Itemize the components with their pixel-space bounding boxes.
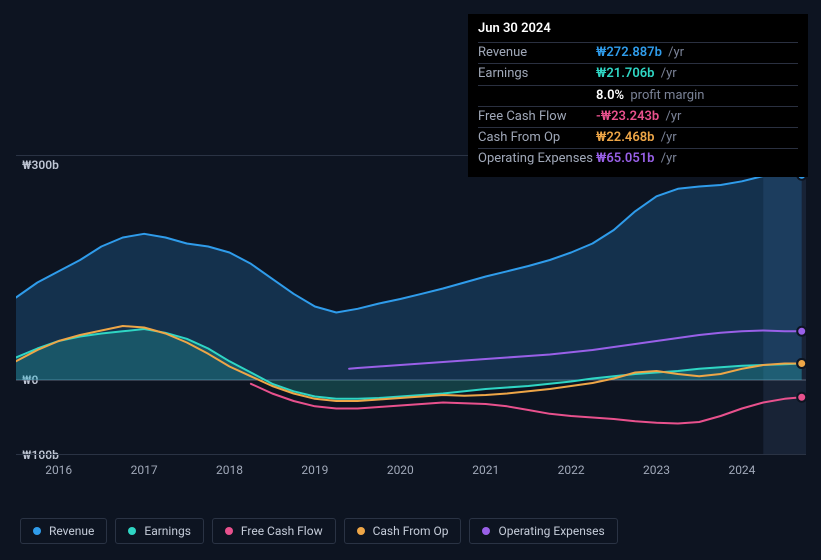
tooltip-label: Revenue — [478, 44, 596, 62]
tooltip-value: ₩272.887b — [596, 45, 662, 60]
legend-dot-icon — [128, 527, 136, 535]
tooltip-label: Earnings — [478, 65, 596, 83]
legend-dot-icon — [225, 527, 233, 535]
x-tick-label: 2022 — [558, 463, 585, 477]
tooltip-value: ₩65.051b — [596, 151, 654, 166]
tooltip-value: ₩22.468b — [596, 130, 654, 145]
tooltip-unit: /yr — [662, 109, 681, 124]
tooltip-date: Jun 30 2024 — [478, 20, 798, 42]
x-axis: 2016 2017 2018 2019 2020 2021 2022 2023 2024 — [16, 463, 806, 481]
x-tick-label: 2021 — [472, 463, 499, 477]
legend-label: Cash From Op — [373, 524, 449, 538]
tooltip-row: Free Cash Flow-₩23.243b /yr — [478, 106, 798, 127]
tooltip-row: Cash From Op₩22.468b /yr — [478, 127, 798, 148]
tooltip-value: ₩21.706b — [596, 66, 654, 81]
tooltip-label: Free Cash Flow — [478, 108, 596, 126]
chart-tooltip: Jun 30 2024 Revenue₩272.887b /yrEarnings… — [468, 14, 808, 177]
legend-item-opex[interactable]: Operating Expenses — [469, 518, 617, 544]
x-tick-label: 2019 — [301, 463, 328, 477]
tooltip-row: Operating Expenses₩65.051b /yr — [478, 148, 798, 169]
tooltip-row: Revenue₩272.887b /yr — [478, 42, 798, 63]
legend-item-revenue[interactable]: Revenue — [20, 518, 107, 544]
x-tick-label: 2020 — [387, 463, 414, 477]
x-tick-label: 2023 — [643, 463, 670, 477]
legend-label: Earnings — [144, 524, 191, 538]
legend-label: Revenue — [49, 524, 94, 538]
legend-item-fcf[interactable]: Free Cash Flow — [212, 518, 336, 544]
legend-item-cfo[interactable]: Cash From Op — [344, 518, 462, 544]
tooltip-unit: /yr — [657, 66, 676, 81]
tooltip-value: -₩23.243b — [596, 109, 659, 124]
tooltip-unit: /yr — [665, 45, 684, 60]
chart-container: Jun 30 2024 Revenue₩272.887b /yrEarnings… — [0, 0, 821, 560]
tooltip-value: 8.0% — [596, 88, 624, 103]
tooltip-label: Cash From Op — [478, 129, 596, 147]
tooltip-label: Operating Expenses — [478, 150, 596, 168]
tooltip-unit: /yr — [657, 130, 676, 145]
tooltip-unit: profit margin — [627, 88, 704, 103]
tooltip-label — [478, 87, 596, 105]
legend-dot-icon — [33, 527, 41, 535]
x-tick-label: 2018 — [216, 463, 243, 477]
legend-label: Operating Expenses — [498, 524, 604, 538]
x-tick-label: 2017 — [131, 463, 158, 477]
legend-dot-icon — [482, 527, 490, 535]
legend-dot-icon — [357, 527, 365, 535]
legend-label: Free Cash Flow — [241, 524, 323, 538]
legend: Revenue Earnings Free Cash Flow Cash From O… — [20, 518, 618, 544]
x-tick-label: 2016 — [45, 463, 72, 477]
x-tick-label: 2024 — [728, 463, 755, 477]
chart-plot-area[interactable] — [16, 155, 806, 495]
legend-item-earnings[interactable]: Earnings — [115, 518, 204, 544]
tooltip-row: 8.0% profit margin — [478, 85, 798, 106]
tooltip-row: Earnings₩21.706b /yr — [478, 63, 798, 84]
chart-svg — [16, 155, 806, 455]
tooltip-unit: /yr — [657, 151, 676, 166]
